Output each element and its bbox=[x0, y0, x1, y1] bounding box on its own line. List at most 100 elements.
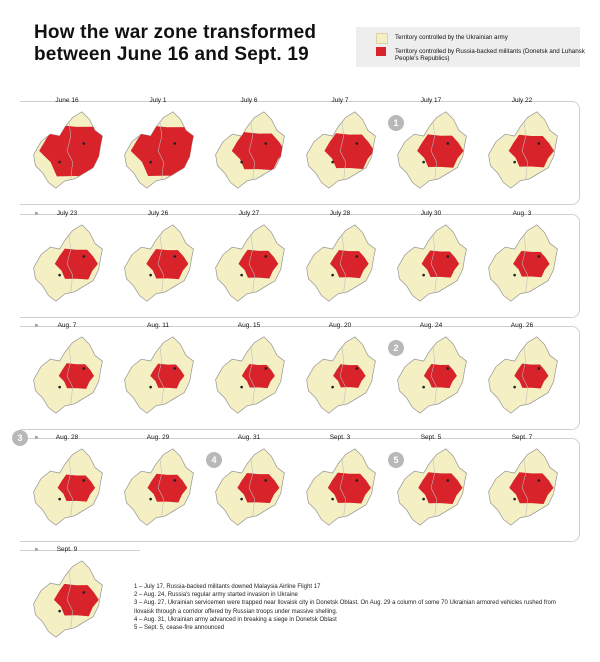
oblast-border bbox=[157, 121, 164, 179]
map-panel: Sept. 5 5 bbox=[388, 434, 474, 534]
map-date-label: Sept. 7 bbox=[511, 434, 533, 441]
map-date-label: Aug. 11 bbox=[147, 322, 169, 329]
city-dot bbox=[82, 255, 86, 258]
militant-territory bbox=[509, 472, 554, 505]
map-panel: July 30 bbox=[388, 210, 474, 310]
city-dot bbox=[446, 142, 450, 145]
region-map bbox=[33, 336, 103, 414]
city-dot bbox=[264, 255, 268, 258]
militant-territory bbox=[58, 363, 95, 389]
city-dot bbox=[82, 479, 86, 482]
militant-territory bbox=[53, 583, 99, 617]
oblast-border bbox=[248, 234, 255, 292]
region-map bbox=[397, 111, 467, 189]
oblast-border bbox=[430, 234, 437, 292]
city-dot bbox=[82, 367, 86, 370]
city-dot bbox=[331, 497, 334, 501]
city-dot bbox=[422, 273, 425, 277]
militant-territory bbox=[147, 473, 188, 503]
map-date-label: Aug. 29 bbox=[146, 434, 170, 441]
city-dot bbox=[513, 273, 516, 277]
city-dot bbox=[173, 142, 177, 145]
city-dot bbox=[513, 497, 516, 501]
militant-territory bbox=[146, 248, 189, 280]
row-bracket bbox=[20, 326, 580, 430]
oblast-border bbox=[66, 570, 73, 628]
region-map bbox=[397, 448, 467, 526]
city-dot bbox=[82, 591, 86, 594]
city-dot bbox=[82, 142, 86, 145]
footnote-4: 4 – Aug. 31, Ukrainian army advanced in … bbox=[134, 616, 337, 623]
row-arrow-icon: ► bbox=[34, 211, 40, 217]
map-panel: Aug. 20 bbox=[297, 322, 383, 422]
map-panel: Aug. 7 bbox=[24, 322, 110, 422]
map-panel: July 22 bbox=[479, 97, 565, 197]
city-dot bbox=[446, 479, 450, 482]
militant-territory bbox=[423, 364, 457, 389]
map-date-label: June 16 bbox=[55, 97, 79, 104]
militant-territory bbox=[514, 363, 549, 389]
region-map bbox=[306, 448, 376, 526]
footnote-5: 5 – Sept. 5, cease-fire announced bbox=[134, 625, 225, 632]
city-dot bbox=[264, 479, 268, 482]
map-date-label: July 6 bbox=[240, 97, 258, 104]
row-bracket bbox=[20, 101, 580, 205]
map-panel: Sept. 7 bbox=[479, 434, 565, 534]
city-dot bbox=[331, 385, 334, 389]
militant-territory bbox=[237, 472, 280, 504]
map-date-label: July 17 bbox=[420, 97, 442, 104]
militant-territory bbox=[421, 250, 460, 278]
map-panel: Aug. 29 bbox=[115, 434, 201, 534]
region-map bbox=[124, 111, 194, 189]
oblast-border bbox=[521, 458, 528, 516]
city-dot bbox=[355, 142, 359, 145]
map-panel: July 6 bbox=[206, 97, 292, 197]
city-dot bbox=[537, 142, 541, 145]
footnote-1: 1 – July 17, Russia-backed militants dow… bbox=[134, 584, 321, 590]
oblast-border bbox=[339, 234, 346, 292]
city-dot bbox=[173, 479, 177, 482]
city-dot bbox=[149, 497, 152, 501]
city-dot bbox=[355, 479, 359, 482]
region-map bbox=[215, 111, 285, 189]
event-badge: 3 bbox=[12, 430, 28, 446]
map-date-label: July 27 bbox=[238, 210, 260, 217]
militant-territory bbox=[417, 134, 464, 168]
militant-territory bbox=[324, 133, 375, 169]
map-panel: July 17 1 bbox=[388, 97, 474, 197]
oblast-border bbox=[66, 121, 73, 179]
city-dot bbox=[446, 255, 450, 258]
oblast-border bbox=[157, 458, 164, 516]
region-map bbox=[488, 224, 558, 302]
city-dot bbox=[58, 385, 61, 389]
map-panel: Aug. 26 bbox=[479, 322, 565, 422]
map-date-label: Aug. 26 bbox=[510, 322, 534, 329]
map-date-label: July 30 bbox=[420, 210, 442, 217]
region-map bbox=[33, 224, 103, 302]
map-panel: July 28 bbox=[297, 210, 383, 310]
map-date-label: Aug. 7 bbox=[57, 322, 77, 329]
oblast-border bbox=[521, 234, 528, 292]
map-date-label: Aug. 31 bbox=[237, 434, 261, 441]
oblast-border bbox=[521, 121, 528, 179]
city-dot bbox=[264, 142, 268, 145]
map-date-label: Aug. 15 bbox=[237, 322, 261, 329]
region-map bbox=[215, 448, 285, 526]
legend-swatch-ukrainian bbox=[376, 33, 388, 44]
oblast-border bbox=[157, 234, 164, 292]
map-panel: July 26 bbox=[115, 210, 201, 310]
event-badge: 1 bbox=[388, 115, 404, 131]
map-date-label: Aug. 3 bbox=[512, 210, 532, 217]
map-date-label: Aug. 24 bbox=[419, 322, 443, 329]
militant-territory bbox=[330, 250, 369, 279]
city-dot bbox=[355, 255, 359, 258]
city-dot bbox=[173, 367, 177, 370]
oblast-border bbox=[157, 346, 164, 404]
oblast-border bbox=[66, 458, 73, 516]
city-dot bbox=[58, 609, 61, 613]
region-map bbox=[124, 336, 194, 414]
militant-territory bbox=[241, 364, 275, 389]
oblast-border bbox=[339, 121, 346, 179]
region-map bbox=[488, 336, 558, 414]
map-date-label: Sept. 3 bbox=[329, 434, 351, 441]
